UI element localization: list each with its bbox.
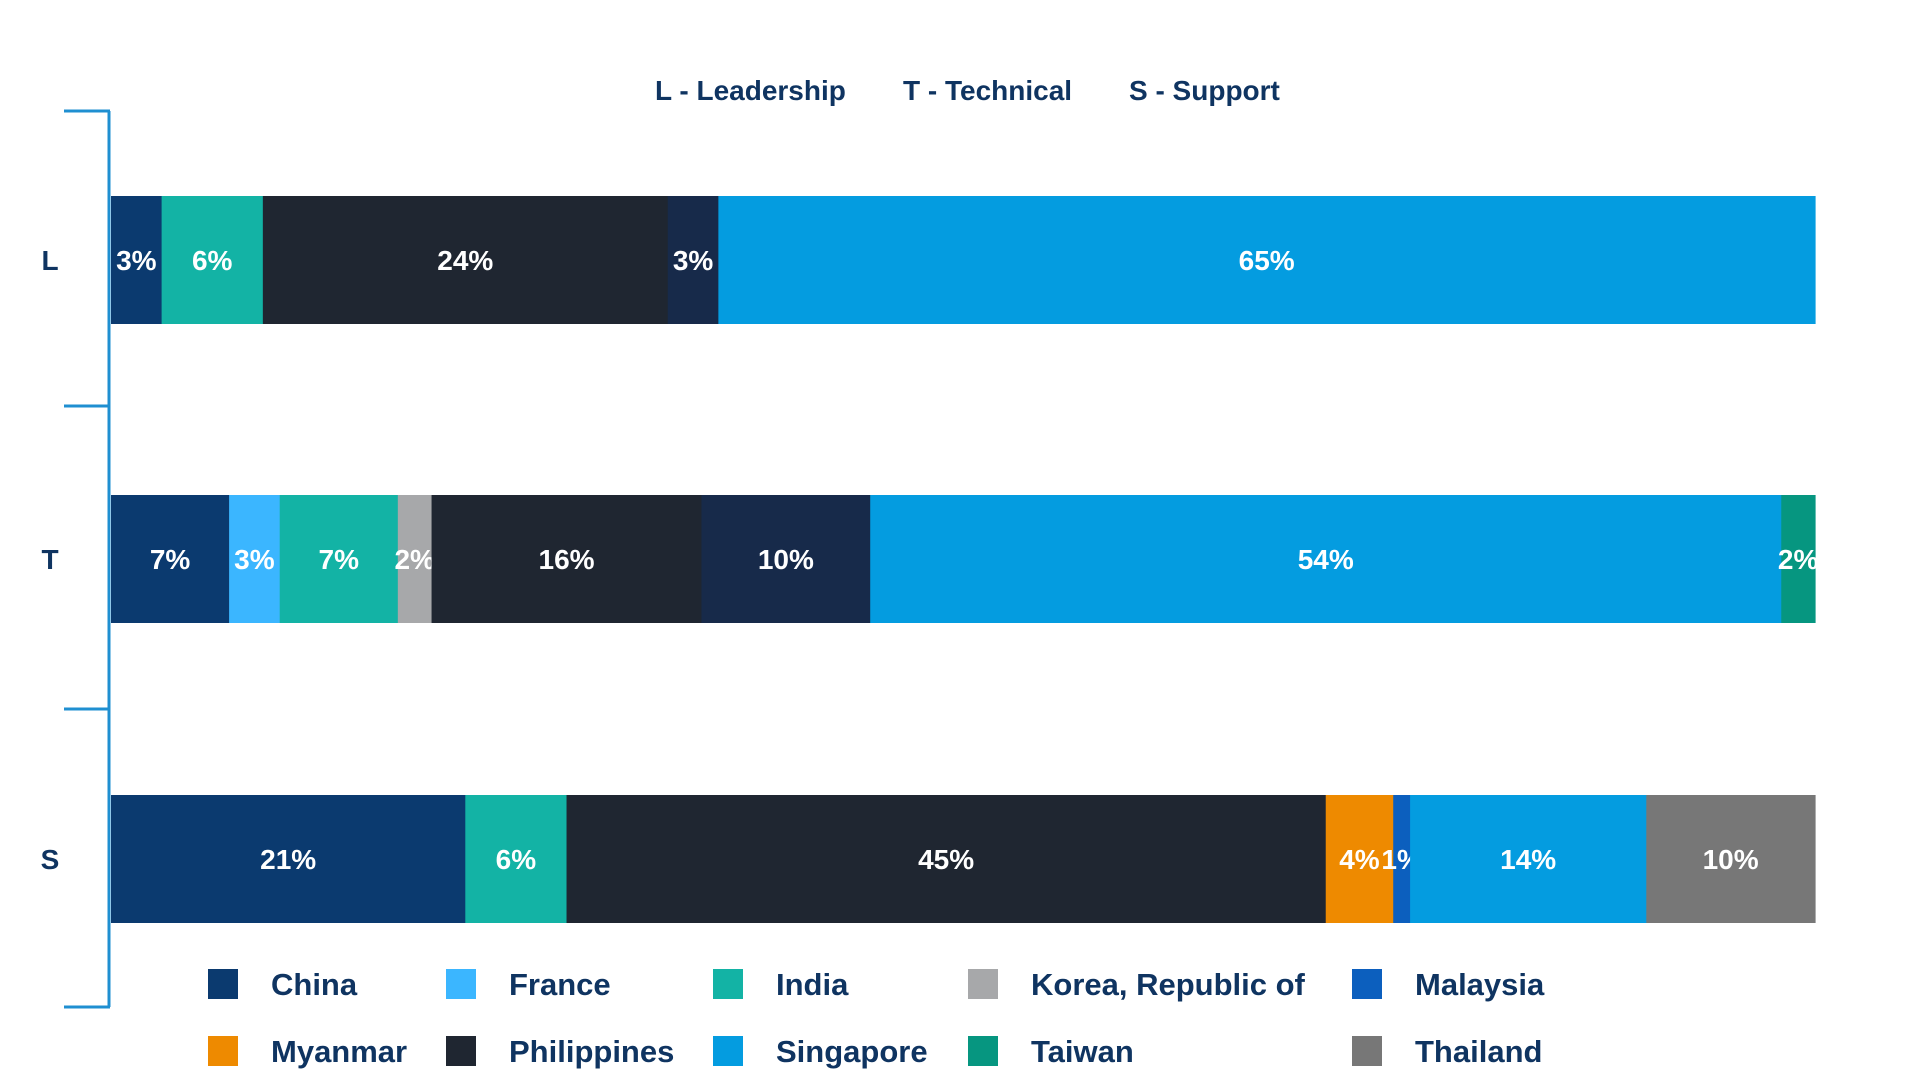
data-label-l-india: 6% [192,245,233,276]
legend-label-singapore: Singapore [776,1034,928,1069]
key-item-2: S - Support [1129,75,1280,106]
legend-swatch-france [446,969,476,999]
category-key: L - Leadership T - Technical S - Support [655,75,1280,106]
data-label-l-unlabeled: 3% [673,245,714,276]
legend-label-france: France [509,967,611,1002]
data-label-l-philippines: 24% [437,245,493,276]
bar-l-india [161,196,264,324]
bar-s-india [465,795,568,923]
data-label-t-china: 7% [150,544,191,575]
data-label-s-china: 21% [260,844,316,875]
data-label-t-korea-republic-of: 2% [394,544,435,575]
data-label-s-myanmar: 4% [1339,844,1380,875]
legend-label-thailand: Thailand [1415,1034,1542,1069]
legend-label-myanmar: Myanmar [271,1034,407,1069]
data-label-t-taiwan: 2% [1778,544,1819,575]
key-item-0: L - Leadership [655,75,846,106]
bar-t-china [111,495,230,623]
legend-label-philippines: Philippines [509,1034,674,1069]
legend-swatch-singapore [713,1036,743,1066]
bar-t-unlabeled [701,495,871,623]
legend-label-india: India [776,967,849,1002]
legend-swatch-korea-republic-of [968,969,998,999]
bar-t-philippines [431,495,703,623]
legend-swatch-malaysia [1352,969,1382,999]
bar-s-singapore [1410,795,1647,923]
legend-swatch-india [713,969,743,999]
data-label-s-india: 6% [496,844,537,875]
key-item-1: T - Technical [903,75,1072,106]
bar-s-malaysia [1393,795,1411,923]
data-label-s-singapore: 14% [1500,844,1556,875]
data-label-t-unlabeled: 10% [758,544,814,575]
bars: L 3% 6% 24% 3% 65% T 7% 3% 7% 2% 16% 10% 54% 2% S 21% 6% 4… [41,196,1819,923]
data-label-s-thailand: 10% [1703,844,1759,875]
bar-t-taiwan [1781,495,1816,623]
legend-label-korea-republic-of: Korea, Republic of [1031,967,1306,1002]
legend-swatch-china [208,969,238,999]
data-label-t-india: 7% [319,544,360,575]
data-label-s-philippines: 45% [918,844,974,875]
legend-swatch-thailand [1352,1036,1382,1066]
bar-l-unlabeled [667,196,719,324]
bar-t-singapore [870,495,1782,623]
bar-l-philippines [262,196,669,324]
category-label-l: L [41,245,58,276]
legend-swatch-philippines [446,1036,476,1066]
category-bracket [64,109,111,1009]
data-label-l-singapore: 65% [1239,245,1295,276]
data-label-l-china: 3% [116,245,157,276]
bar-l-singapore [718,196,1816,324]
legend: China France India Korea, Republic of Malays… [208,967,1545,1069]
legend-swatch-myanmar [208,1036,238,1066]
bar-t-korea-republic-of [397,495,433,623]
category-label-s: S [41,844,60,875]
bar-t-india [279,495,399,623]
bar-s-myanmar [1325,795,1394,923]
bar-t-france [229,495,281,623]
legend-label-malaysia: Malaysia [1415,967,1545,1002]
bar-s-china [111,795,466,923]
legend-label-taiwan: Taiwan [1031,1034,1134,1069]
legend-swatch-taiwan [968,1036,998,1066]
bar-l-china [111,196,163,324]
bar-s-philippines [566,795,1327,923]
legend-label-china: China [271,967,358,1002]
data-label-t-philippines: 16% [539,544,595,575]
data-label-t-france: 3% [234,544,275,575]
bar-s-thailand [1646,795,1816,923]
category-label-t: T [41,544,58,575]
data-label-t-singapore: 54% [1298,544,1354,575]
